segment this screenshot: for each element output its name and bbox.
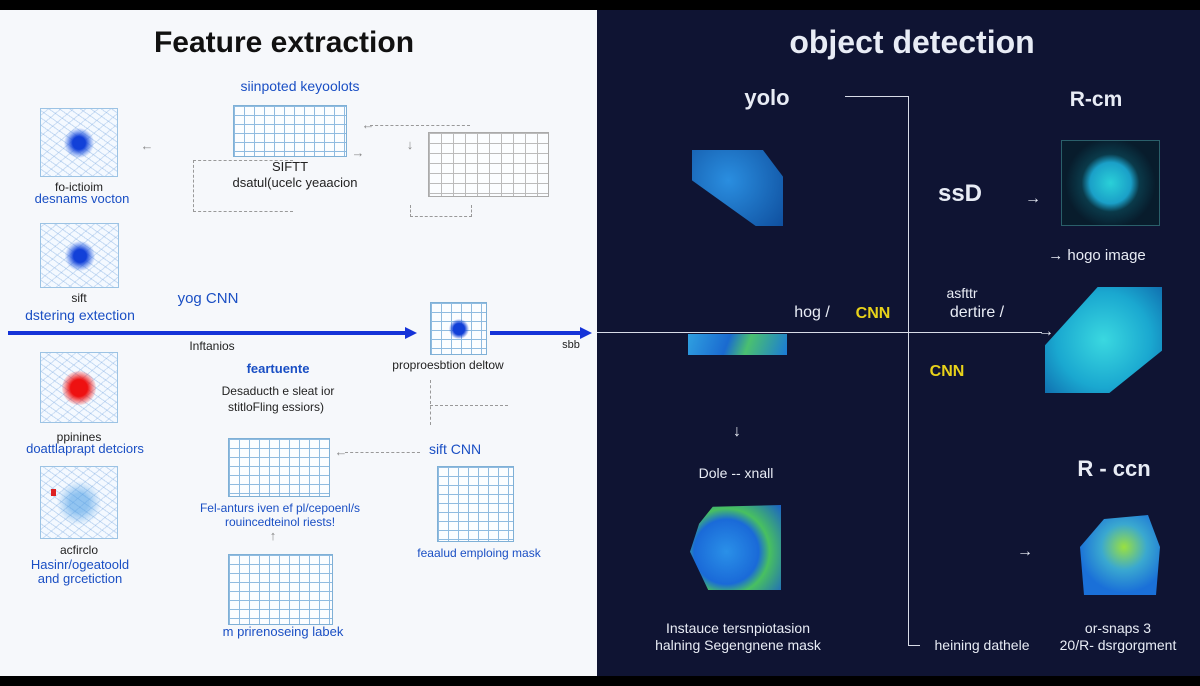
- instance-caption-2: halning Segengnene mask: [655, 637, 821, 653]
- heining-label: heining dathele: [934, 637, 1030, 653]
- feature-extraction-title: Feature extraction: [153, 26, 415, 59]
- ssd-label: ssD: [937, 180, 983, 207]
- feature-image-4: [40, 466, 118, 539]
- feature-sub-1: Desaducth e sleat ior: [221, 384, 335, 398]
- center-caption: proproesbtion deltow: [392, 358, 504, 372]
- instance-caption-1: Instauce tersnpiotasion: [666, 620, 810, 636]
- img1-title: desnams vocton: [34, 191, 130, 206]
- cnn-label-2: CNN: [929, 363, 965, 380]
- img4-caption: acfirclo: [59, 543, 99, 557]
- left-arrow-icon: ←: [361, 117, 375, 132]
- up-arrow-icon: ↑: [269, 528, 277, 543]
- bottom-caption: m prirenoseing labek: [222, 624, 344, 639]
- arrowhead-icon: [405, 327, 417, 339]
- hog-label: hog /: [794, 304, 830, 321]
- main-horizontal-line: [597, 332, 1042, 333]
- mid-grid-caption-1: Fel-anturs iven ef pl/cepoenl/s: [199, 501, 361, 515]
- hog-cnn-image: [688, 334, 787, 355]
- connector-line: [908, 645, 920, 646]
- asftr-label: asfttr: [946, 285, 978, 301]
- snaps-label-2: 20/R- dsrgorgment: [1059, 637, 1177, 653]
- down-arrow-icon: ↓: [406, 137, 414, 152]
- dotted-connector: [430, 405, 508, 406]
- img4-title-1: Hasinr/ogeatoold: [30, 557, 130, 572]
- snaps-label-1: or-snaps 3: [1084, 620, 1152, 636]
- dole-label: Dole -- xnall: [698, 465, 774, 481]
- mask-grid: [437, 466, 514, 542]
- sift-cnn-label: sift CNN: [428, 441, 482, 457]
- right-arrow-icon: →: [1017, 543, 1033, 560]
- yog-cnn-label: yog CNN: [177, 290, 239, 307]
- keypoints-grid: [233, 105, 347, 157]
- right-arrow-icon: →: [1038, 323, 1054, 340]
- dotted-connector: [410, 205, 472, 217]
- feature-title: feartuente: [246, 361, 310, 376]
- img3-title: doattlaprapt detciors: [26, 441, 144, 456]
- descriptor-grid: [428, 132, 549, 197]
- instance-segmentation-image: [690, 505, 781, 590]
- main-flow-arrow: [8, 331, 408, 335]
- connector-line: [845, 96, 908, 97]
- rcm-label: R-cm: [1069, 88, 1123, 111]
- feature-image-3: [40, 352, 118, 423]
- yolo-label: yolo: [744, 85, 790, 110]
- bottom-grid: [228, 554, 333, 625]
- img1-caption: fo-ictioim: [54, 180, 104, 194]
- dotted-connector: [430, 380, 508, 425]
- dertire-label: dertire /: [949, 304, 1005, 321]
- right-arrow-icon: →: [351, 145, 365, 160]
- dotted-connector: [370, 125, 470, 126]
- sift-sub-label: dsatul(ucelc yeaacion: [232, 175, 358, 190]
- flow-arrow-2: [490, 331, 582, 335]
- down-arrow-icon: ↓: [733, 423, 741, 440]
- mid-grid-caption-2: rouincedteinol riests!: [224, 515, 336, 529]
- object-detection-title: object detection: [789, 24, 1035, 60]
- feature-image-2: [40, 223, 119, 288]
- img3-caption: ppinines: [56, 430, 102, 444]
- img4-title-2: and grcetiction: [37, 571, 123, 586]
- arrowhead-icon: [580, 327, 592, 339]
- mask-caption: feaalud emploing mask: [417, 546, 541, 560]
- ssd-detection-image: [1061, 140, 1160, 226]
- connector-line: [908, 96, 909, 645]
- rccn-label: R - ccn: [1077, 456, 1151, 481]
- mid-grid: [228, 438, 330, 497]
- sift-label: SIFTT: [271, 159, 309, 174]
- cnn-label-1: CNN: [855, 305, 891, 322]
- arrow-end-label: sbb: [562, 339, 580, 351]
- center-grid: [430, 302, 487, 355]
- dotted-connector: [193, 160, 293, 212]
- img2-caption: sift: [71, 291, 87, 305]
- hogo-image-label: → hogo image: [1048, 247, 1146, 264]
- feature-image-1: [40, 108, 118, 177]
- left-arrow-icon: ←: [140, 138, 154, 153]
- right-arrow-icon: →: [1025, 190, 1041, 207]
- dotted-connector: [345, 452, 420, 453]
- arrow-below-label: Inftanios: [189, 339, 235, 353]
- feature-sub-2: stitloFling essiors): [227, 400, 325, 414]
- left-arrow-icon: ←: [334, 444, 348, 459]
- keypoints-label: siinpoted keyoolots: [240, 78, 360, 94]
- img2-title: dstering extection: [25, 307, 135, 323]
